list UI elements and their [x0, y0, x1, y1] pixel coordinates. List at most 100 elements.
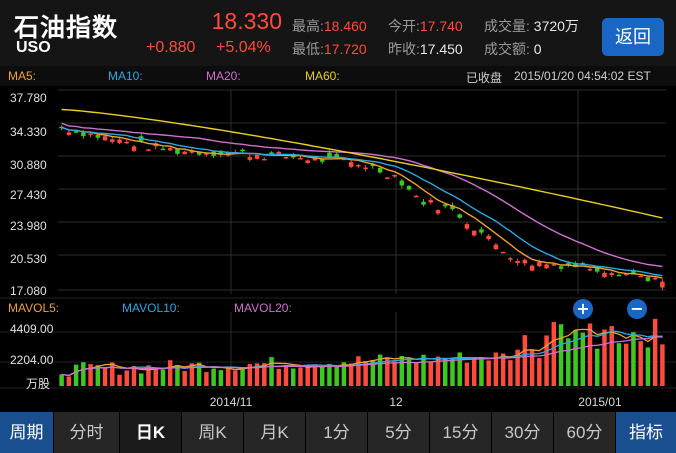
ma-legend: MA5: MA10: MA20: MA60: 已收盘 2015/01/20 04… [0, 66, 676, 86]
volume-quote: 成交量: 3720万 [484, 16, 579, 36]
candle-body [486, 235, 491, 240]
volume-bar [319, 367, 325, 386]
kline-chart[interactable]: 37.780 34.330 30.880 27.430 23.980 20.53… [0, 86, 676, 412]
volume-bar [131, 365, 137, 386]
tab-30min[interactable]: 30分 [492, 412, 554, 453]
volume-bar [160, 369, 166, 386]
candle-body [124, 141, 130, 144]
candle-body [88, 133, 93, 135]
zoom-out-glyph: − [630, 299, 643, 318]
volume-bar [594, 348, 600, 386]
low-quote: 最低:17.720 [292, 39, 367, 59]
stock-name: 石油指数 [14, 14, 119, 42]
volume-bar [609, 326, 614, 386]
candle-body [558, 266, 564, 269]
price-tick-label: 34.330 [10, 125, 47, 139]
volume-bar [529, 350, 535, 386]
ma60-line [61, 108, 663, 219]
volume-bar [421, 354, 426, 386]
open-quote: 今开:17.740 [388, 16, 463, 36]
back-button[interactable]: 返回 [602, 18, 664, 56]
volume-bar [377, 354, 383, 386]
volume-bar [240, 367, 245, 386]
volume-bar [189, 363, 195, 386]
high-quote: 最高:18.460 [292, 16, 367, 36]
candle-body [660, 281, 665, 288]
candle-body [464, 224, 470, 229]
volume-bar [225, 367, 231, 386]
volume-bar [102, 367, 108, 386]
volume-bar [652, 318, 658, 386]
candle-body [196, 152, 202, 155]
date-tick-label: 12 [389, 395, 403, 409]
volume-bar [428, 361, 434, 386]
high-label: 最高: [292, 18, 324, 34]
candle-body [240, 149, 245, 152]
volume-bar [616, 343, 622, 386]
tab-intraday[interactable]: 分时 [54, 412, 120, 453]
candle-body [167, 148, 173, 151]
candle-body [117, 139, 122, 143]
candle-body [66, 132, 72, 135]
volume-bar [587, 323, 593, 386]
candle-body [73, 131, 79, 133]
candle-body [182, 151, 187, 155]
volume-bar [558, 324, 564, 386]
candle-body [544, 264, 549, 269]
volume-bar [153, 368, 158, 386]
volume-bar [138, 373, 144, 386]
candle-body [442, 204, 448, 207]
volume-tick-label: 4409.00 [10, 322, 54, 336]
volume-bar [406, 359, 412, 386]
mavol20-label: MAVOL20: [234, 301, 292, 315]
candle-body [262, 158, 267, 161]
candle-body [573, 262, 578, 268]
volume-bar [442, 358, 448, 386]
volume-bar [175, 364, 180, 386]
volume-bar [602, 329, 607, 386]
tab-indicator[interactable]: 指标 [616, 412, 676, 453]
tab-period[interactable]: 周期 [0, 412, 54, 453]
candle-body [638, 275, 643, 278]
zoom-in-icon[interactable] [573, 299, 593, 319]
stock-code: USO [16, 39, 51, 56]
candle-body [421, 201, 426, 205]
tab-15min[interactable]: 15分 [430, 412, 492, 453]
tab-1min[interactable]: 1分 [306, 412, 368, 453]
tab-weekly-k[interactable]: 周K [182, 412, 244, 453]
volume-value: 3720万 [533, 18, 579, 34]
ma60-label: MA60: [305, 69, 340, 83]
volume-bar [254, 363, 260, 386]
volume-bar [305, 367, 310, 386]
volume-bar [95, 365, 101, 386]
candle-body [435, 210, 441, 214]
candle-body [305, 160, 310, 164]
candle-body [283, 156, 289, 159]
volume-bar [500, 353, 506, 386]
candle-body [377, 167, 383, 173]
moving-average-lines [61, 108, 663, 279]
zoom-out-icon[interactable] [627, 299, 647, 319]
candle-body [356, 164, 361, 167]
volume-bar [73, 364, 79, 386]
tab-5min[interactable]: 5分 [368, 412, 430, 453]
volume-bar [110, 362, 115, 386]
volume-bar [204, 372, 209, 386]
candle-body [414, 195, 419, 198]
candle-body [508, 258, 513, 260]
candle-body [175, 149, 180, 154]
volume-bar [81, 362, 86, 386]
amount-quote: 成交额: 0 [484, 39, 542, 59]
zoom-out-button[interactable]: − [627, 299, 647, 319]
volume-legend: MAVOL5: MAVOL10: MAVOL20: [8, 301, 292, 315]
volume-bar [580, 332, 586, 386]
price-change: +0.880 [146, 39, 196, 56]
market-status: 已收盘 [466, 71, 503, 85]
tab-daily-k[interactable]: 日K [120, 412, 182, 453]
volume-bar [435, 356, 441, 386]
volume-bar [508, 360, 513, 386]
tab-60min[interactable]: 60分 [554, 412, 616, 453]
low-value: 17.720 [323, 41, 367, 57]
zoom-in-button[interactable]: + [573, 299, 593, 319]
tab-monthly-k[interactable]: 月K [244, 412, 306, 453]
